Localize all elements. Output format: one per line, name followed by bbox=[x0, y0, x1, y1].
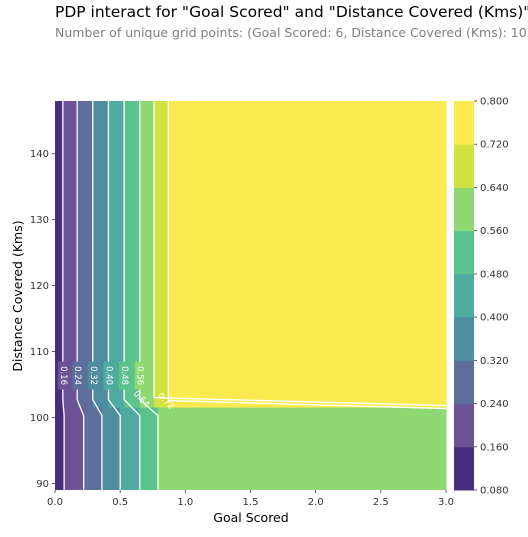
band-lower-4 bbox=[120, 407, 141, 490]
contour-label-0.56: 0.56 bbox=[135, 366, 145, 385]
colorbar-segment-7 bbox=[454, 144, 474, 188]
contour-label-bg-3 bbox=[103, 361, 114, 390]
contour-label-bg-2 bbox=[87, 361, 98, 390]
y-tick-label-2: 110 bbox=[30, 347, 49, 358]
y-tick-label-1: 100 bbox=[30, 413, 49, 424]
x-tick-label-5: 2.5 bbox=[373, 497, 389, 508]
contour-label-bg-0 bbox=[57, 361, 68, 390]
contour-line-0.48 bbox=[123, 101, 141, 490]
contour-line-0.56 bbox=[139, 101, 159, 490]
contour-line-0.64 bbox=[153, 101, 447, 407]
y-tick-label-5: 140 bbox=[30, 149, 49, 160]
band-lower-6 bbox=[157, 407, 447, 490]
colorbar-tick-label-5: 0.400 bbox=[480, 313, 509, 324]
x-tick-label-4: 2.0 bbox=[308, 497, 324, 508]
colorbar-tick-label-7: 0.240 bbox=[480, 399, 509, 410]
band-lower-5 bbox=[139, 407, 159, 490]
band-upper-6 bbox=[139, 101, 155, 409]
contour-line-0.32 bbox=[92, 101, 103, 490]
colorbar-tick-label-9: 0.080 bbox=[480, 486, 509, 497]
contour-label-bg-5 bbox=[134, 361, 145, 390]
x-tick-label-3: 1.5 bbox=[243, 497, 259, 508]
contour-label-0.24: 0.24 bbox=[72, 366, 82, 385]
band-upper-5 bbox=[124, 101, 141, 409]
band-upper-8 bbox=[168, 101, 447, 409]
x-tick-label-0: 0.0 bbox=[47, 497, 63, 508]
chart-subtitle: Number of unique grid points: (Goal Scor… bbox=[55, 25, 528, 40]
band-lower-0 bbox=[55, 407, 65, 490]
contour-label-0.48: 0.48 bbox=[119, 366, 129, 385]
colorbar-tick-label-6: 0.320 bbox=[480, 356, 509, 367]
colorbar-segment-1 bbox=[454, 403, 474, 448]
band-upper-7 bbox=[154, 101, 169, 409]
colorbar-segment-0 bbox=[454, 446, 474, 491]
x-tick-label-2: 1.0 bbox=[177, 497, 193, 508]
contour-label-bg-1 bbox=[72, 361, 83, 390]
band-upper-0 bbox=[55, 101, 64, 409]
colorbar-tick-label-3: 0.560 bbox=[480, 226, 509, 237]
colorbar-tick-label-0: 0.800 bbox=[480, 97, 509, 108]
contour-label-0.40: 0.40 bbox=[103, 366, 113, 385]
chart-title: PDP interact for "Goal Scored" and "Dist… bbox=[55, 3, 528, 21]
colorbar-tick-label-1: 0.720 bbox=[480, 140, 509, 151]
band-upper-2 bbox=[77, 101, 94, 409]
band-upper-3 bbox=[92, 101, 109, 409]
y-axis-label: Distance Covered (Kms) bbox=[10, 220, 25, 371]
y-tick-label-3: 120 bbox=[30, 281, 49, 292]
contour-line-0.24 bbox=[76, 101, 85, 490]
band-upper-4 bbox=[108, 101, 125, 409]
contour-label-0.32: 0.32 bbox=[88, 366, 98, 385]
colorbar-tick-label-8: 0.160 bbox=[480, 442, 509, 453]
x-tick-label-1: 0.5 bbox=[112, 497, 128, 508]
contour-label-0.16: 0.16 bbox=[58, 366, 68, 385]
colorbar-segment-5 bbox=[454, 230, 474, 275]
colorbar-segment-3 bbox=[454, 317, 474, 361]
x-tick-label-6: 3.0 bbox=[438, 497, 454, 508]
contour-line-0.72 bbox=[167, 101, 447, 410]
colorbar-segment-8 bbox=[454, 101, 474, 145]
x-axis-label: Goal Scored bbox=[213, 510, 288, 525]
y-tick-label-0: 90 bbox=[36, 479, 49, 490]
band-upper-1 bbox=[62, 101, 78, 409]
colorbar-tick-label-2: 0.640 bbox=[480, 183, 509, 194]
y-tick-label-4: 130 bbox=[30, 215, 49, 226]
band-lower-2 bbox=[83, 407, 103, 490]
band-lower-3 bbox=[101, 407, 121, 490]
colorbar-tick-label-4: 0.480 bbox=[480, 269, 509, 280]
contour-label-bg-4 bbox=[119, 361, 130, 390]
contour-line-0.16 bbox=[62, 101, 65, 490]
colorbar-segment-2 bbox=[454, 360, 474, 405]
colorbar-segment-6 bbox=[454, 187, 474, 232]
colorbar-segment-4 bbox=[454, 273, 474, 318]
band-lower-1 bbox=[64, 407, 85, 490]
contour-line-0.40 bbox=[107, 101, 121, 490]
